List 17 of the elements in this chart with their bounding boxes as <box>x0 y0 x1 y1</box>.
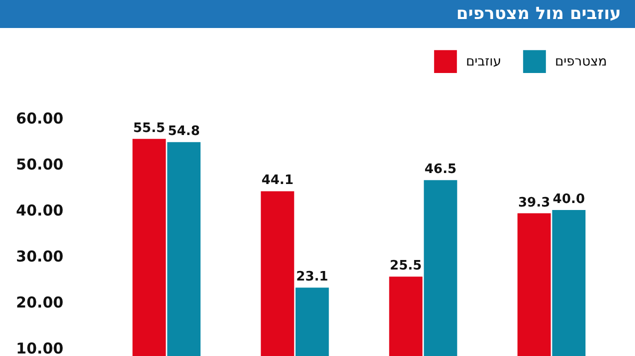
legend-label: עוזבים <box>466 54 502 70</box>
chart-title: עוזבים מול מצטרפים <box>0 0 635 28</box>
y-tick-label: 20.00 <box>16 293 64 312</box>
data-label: 44.1 <box>261 173 294 188</box>
legend-label: מצטרפים <box>555 54 607 70</box>
data-label: 54.8 <box>168 124 200 140</box>
data-label: 46.5 <box>424 162 457 178</box>
y-tick-label: 60.00 <box>16 110 64 128</box>
y-tick-label: 40.00 <box>16 202 64 220</box>
data-label: 39.3 <box>518 195 550 210</box>
data-label: 23.1 <box>296 270 328 285</box>
y-tick-label: 30.00 <box>16 247 64 266</box>
data-label: 25.5 <box>390 258 422 274</box>
y-tick-label: 10.00 <box>16 339 64 356</box>
data-label: 40.0 <box>552 192 585 208</box>
y-tick-label: 50.00 <box>16 156 64 174</box>
data-label: 55.5 <box>133 120 166 136</box>
